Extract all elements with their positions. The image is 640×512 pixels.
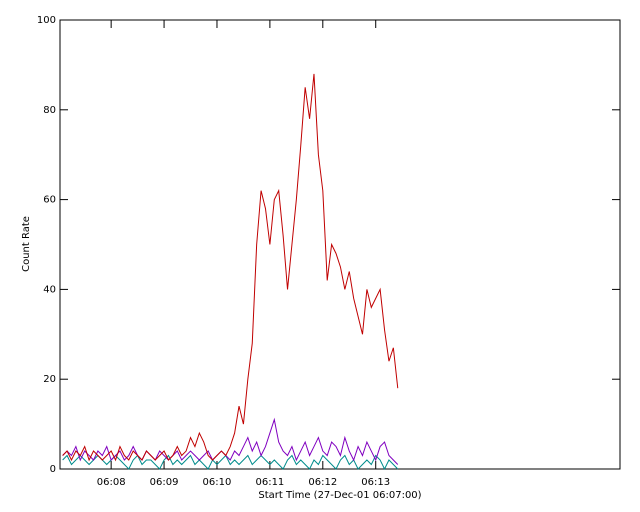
y-tick-label: 100 <box>37 15 56 26</box>
y-tick-label: 20 <box>43 374 56 385</box>
series-line <box>62 73 399 462</box>
series-line <box>62 454 399 471</box>
y-tick-label: 60 <box>43 195 56 206</box>
x-tick-label: 06:12 <box>308 477 337 488</box>
x-tick-label: 06:13 <box>361 477 390 488</box>
y-tick-label: 40 <box>43 284 56 295</box>
y-tick-label: 80 <box>43 105 56 116</box>
y-tick-label: 0 <box>50 464 56 475</box>
x-tick-label: 06:08 <box>97 477 126 488</box>
series-line <box>62 417 399 465</box>
x-tick-label: 06:09 <box>150 477 179 488</box>
x-tick-label: 06:10 <box>203 477 232 488</box>
x-axis-label: Start Time (27-Dec-01 06:07:00) <box>258 490 421 501</box>
plot-frame <box>59 19 621 470</box>
y-axis-label: Count Rate <box>21 216 32 272</box>
x-tick-label: 06:11 <box>255 477 284 488</box>
